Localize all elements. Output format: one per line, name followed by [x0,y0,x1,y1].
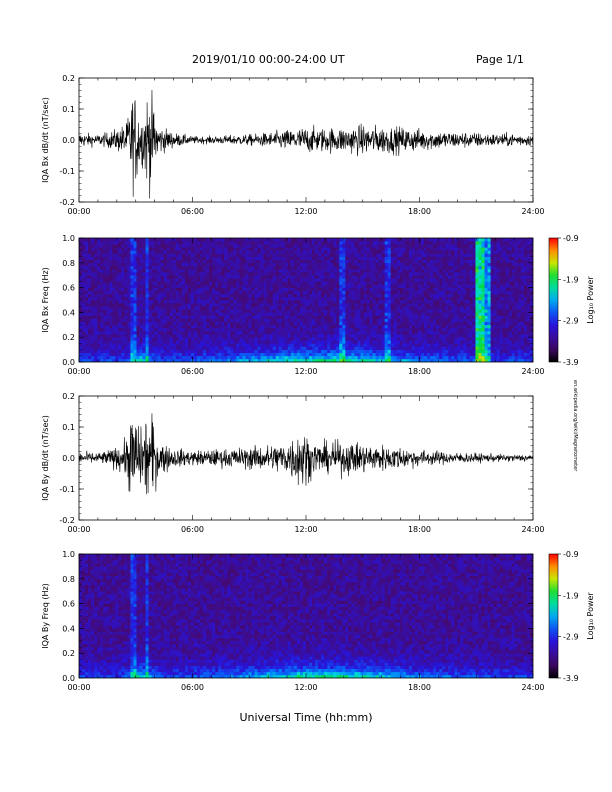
colorbar-tick-label: -1.9 [563,591,579,600]
x-axis-title: Universal Time (hh:mm) [239,711,373,724]
time-tick-label: 24:00 [521,525,544,534]
y-tick-label: 1.0 [62,550,75,559]
date-range-title: 2019/01/10 00:00-24:00 UT [192,53,345,66]
colorbar-tick-label: -2.9 [563,317,579,326]
colorbar-tick-label: -1.9 [563,275,579,284]
y-axis-label: IQA Bx dB/dt (nT/sec) [41,97,50,183]
y-tick-label: 0.4 [62,308,75,317]
y-tick-label: 0.6 [62,600,75,609]
bx-dbdt-trace [79,90,533,199]
time-tick-label: 24:00 [521,367,544,376]
bx-spectrogram-colorbar [548,237,559,363]
y-tick-label: 0.2 [62,392,75,401]
colorbar-tick-label: -3.9 [563,674,579,683]
y-tick-label: 0.0 [62,136,75,145]
time-tick-label: 24:00 [521,207,544,216]
side-credit-text: en.wikipedia.org/wiki/Magnetometer [572,380,578,472]
page-number-label: Page 1/1 [476,53,524,66]
y-tick-label: 0.2 [62,333,75,342]
time-tick-label: 00:00 [67,683,90,692]
bx-spectrogram-panel: -0.9 -1.9 -2.9 -3.9 Log₁₀ Power 00:00 06:00 12:… [41,234,595,376]
y-tick-label: 0.1 [62,423,75,432]
y-axis-label: IQA By dB/dt (nT/sec) [41,415,50,501]
y-tick-label: 0.8 [62,575,75,584]
y-tick-label: 0.8 [62,259,75,268]
time-tick-label: 06:00 [181,683,204,692]
y-tick-label: 0.6 [62,284,75,293]
time-tick-label: 18:00 [408,207,431,216]
y-tick-label: -0.2 [59,198,75,207]
y-tick-label: 0.2 [62,649,75,658]
time-tick-label: 18:00 [408,367,431,376]
y-tick-label: 0.0 [62,358,75,367]
y-axis-label: IQA By Freq (Hz) [41,583,50,649]
colorbar-label: Log₁₀ Power [586,276,595,324]
y-tick-label: 0.0 [62,674,75,683]
y-tick-label: 0.4 [62,624,75,633]
colorbar-tick-label: -3.9 [563,358,579,367]
colorbar-tick-label: -2.9 [563,633,579,642]
by-dbdt-trace [79,413,533,495]
time-tick-label: 18:00 [408,683,431,692]
bx-spectrogram-cells [79,238,533,362]
y-tick-label: -0.1 [59,167,75,176]
time-tick-label: 00:00 [67,367,90,376]
by-spectrogram-panel: -0.9 -1.9 -2.9 -3.9 Log₁₀ Power 00:00 06:00 12:… [41,550,595,692]
time-tick-label: 24:00 [521,683,544,692]
y-tick-label: 0.2 [62,74,75,83]
time-tick-label: 12:00 [294,683,317,692]
y-tick-label: -0.2 [59,516,75,525]
colorbar-tick-label: -0.9 [563,550,579,559]
time-tick-label: 18:00 [408,525,431,534]
time-tick-label: 12:00 [294,525,317,534]
time-tick-label: 06:00 [181,207,204,216]
y-tick-label: 1.0 [62,234,75,243]
time-tick-label: 12:00 [294,367,317,376]
time-tick-label: 06:00 [181,367,204,376]
colorbar-label: Log₁₀ Power [586,592,595,640]
bx-dbdt-panel: 00:00 06:00 12:00 18:00 24:00 0.2 0.1 0.0 -0.1 -0… [41,74,545,216]
time-tick-label: 12:00 [294,207,317,216]
time-tick-label: 06:00 [181,525,204,534]
by-dbdt-panel: 00:00 06:00 12:00 18:00 24:00 0.2 0.1 0.0 -0.1 -0… [41,392,545,534]
y-axis-label: IQA Bx Freq (Hz) [41,267,50,333]
by-spectrogram-colorbar [548,553,559,679]
colorbar-tick-label: -0.9 [563,234,579,243]
time-tick-label: 00:00 [67,207,90,216]
time-tick-label: 00:00 [67,525,90,534]
y-tick-label: 0.0 [62,454,75,463]
y-tick-label: 0.1 [62,105,75,114]
y-tick-label: -0.1 [59,485,75,494]
by-spectrogram-cells [79,554,533,678]
